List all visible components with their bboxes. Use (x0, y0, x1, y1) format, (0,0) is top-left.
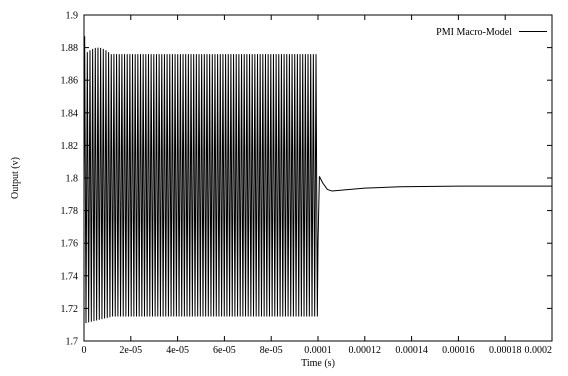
x-tick-label: 0.0002 (525, 345, 553, 356)
y-tick-label: 1.78 (61, 206, 79, 217)
x-tick-label: 0.0001 (304, 345, 332, 356)
y-tick-label: 1.86 (61, 76, 79, 87)
y-tick-label: 1.7 (66, 337, 79, 348)
y-tick-label: 1.82 (61, 141, 79, 152)
y-tick-label: 1.84 (61, 108, 79, 119)
y-axis-label: Output (v) (10, 157, 21, 199)
y-tick-label: 1.74 (61, 271, 79, 282)
x-tick-label: 2e-05 (119, 345, 142, 356)
x-tick-label: 0.00016 (442, 345, 475, 356)
x-axis-ticks: 0 2e-05 4e-05 6e-05 8e-05 0.0001 0.00012 0.0001… (82, 15, 553, 356)
y-tick-label: 1.9 (66, 11, 79, 22)
x-tick-label: 0.00014 (395, 345, 428, 356)
series-line-pmi-macro-model (83, 36, 552, 324)
series-group (83, 36, 552, 324)
x-tick-label: 0.00018 (489, 345, 522, 356)
y-tick-label: 1.8 (66, 174, 79, 185)
x-tick-label: 4e-05 (166, 345, 189, 356)
x-axis-label: Time (s) (301, 358, 335, 369)
y-tick-label: 1.76 (61, 239, 79, 250)
y-tick-label: 1.72 (61, 304, 79, 315)
y-tick-label: 1.88 (61, 43, 79, 54)
x-tick-label: 6e-05 (213, 345, 236, 356)
legend-label: PMI Macro-Model (436, 27, 512, 38)
legend: PMI Macro-Model (436, 27, 547, 38)
x-tick-label: 0.00012 (349, 345, 382, 356)
x-tick-label: 8e-05 (260, 345, 283, 356)
x-tick-label: 0 (82, 345, 87, 356)
